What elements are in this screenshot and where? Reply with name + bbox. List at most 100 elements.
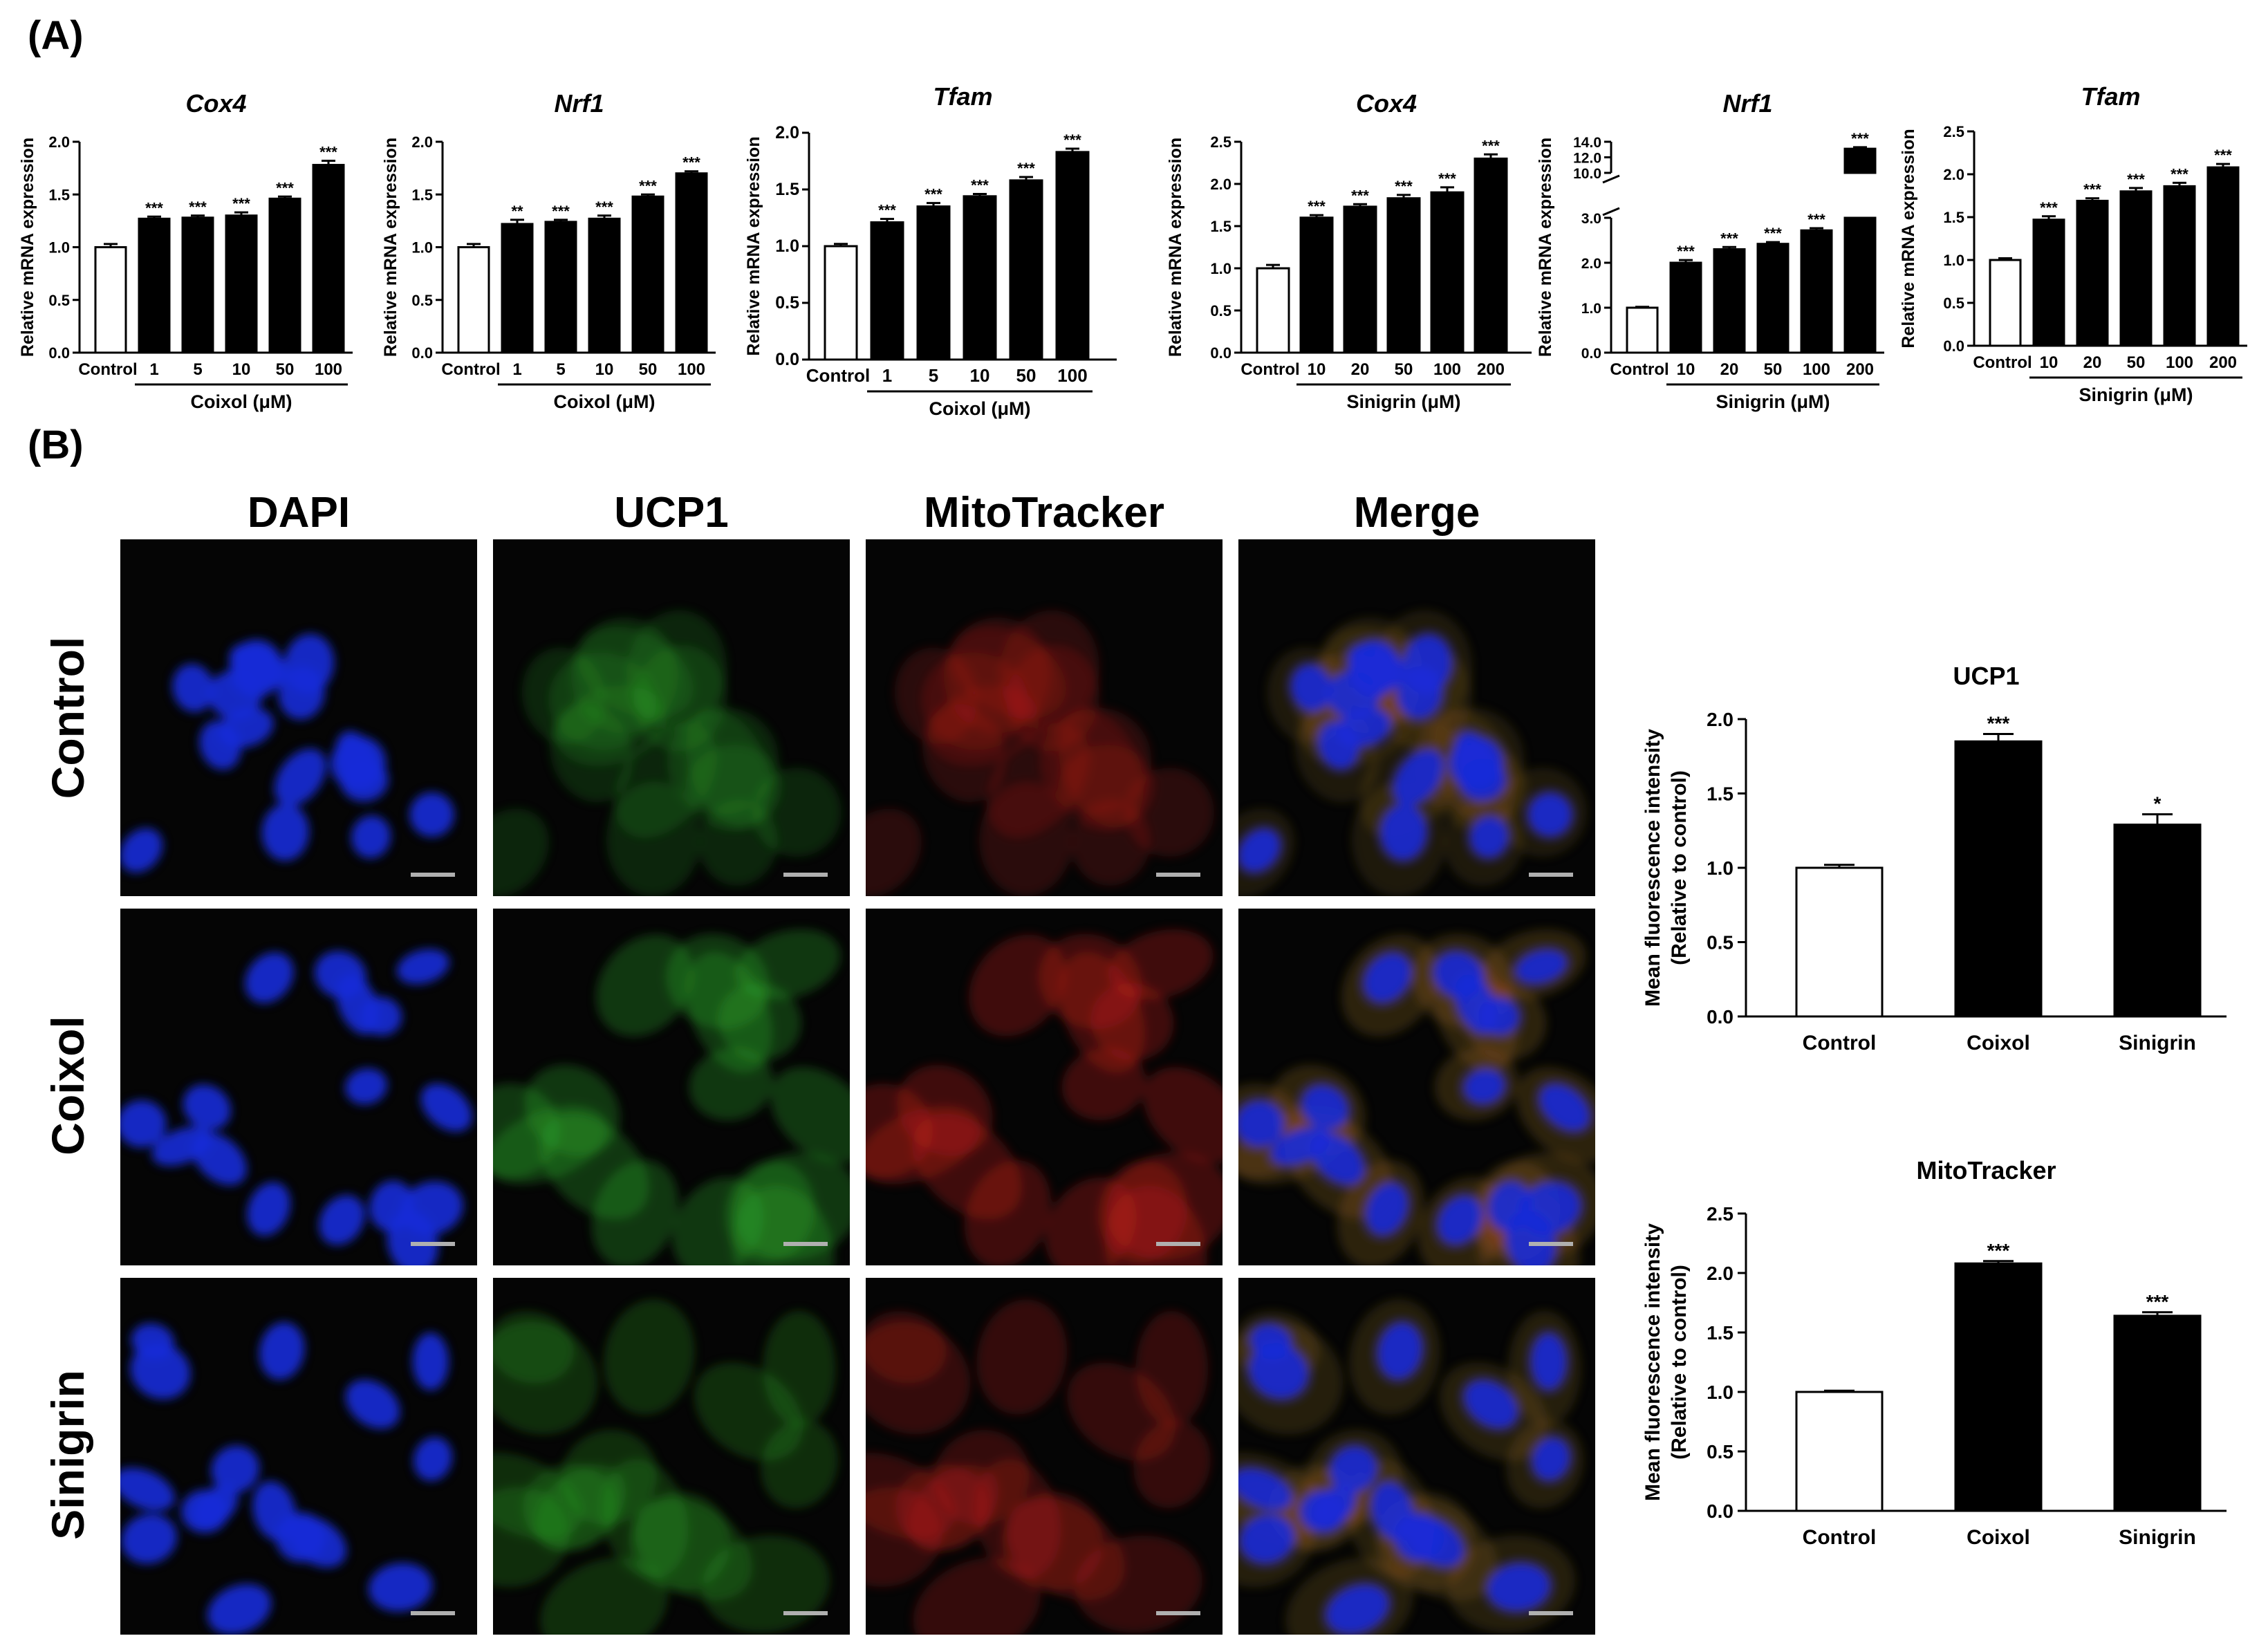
y-tick-label: 1.5	[1707, 1322, 1733, 1344]
y-tick-label: 0.5	[1210, 302, 1231, 319]
x-tick-label: 50	[639, 360, 658, 379]
scale-bar	[411, 873, 455, 877]
bar-5	[181, 216, 214, 354]
y-axis-label: Relative mRNA expression	[1166, 138, 1185, 357]
scale-bar	[783, 1611, 828, 1615]
y-tick-label: 0.0	[1210, 344, 1231, 362]
scale-bar	[411, 1611, 455, 1615]
micrograph-coixol-mitotracker	[866, 909, 1223, 1265]
x-tick-label: Control	[1803, 1032, 1877, 1054]
x-tick-label: Control	[806, 365, 870, 386]
y-tick-label: 1.0	[411, 239, 433, 257]
x-tick-label: 50	[1016, 365, 1037, 386]
bar-Control	[1795, 866, 1884, 1018]
bar-200	[2206, 166, 2240, 347]
y-tick-label: 2.0	[1581, 256, 1601, 272]
chart-sinigrin-nrf1: Nrf1 Relative mRNA expression 0.0 1.0 2.0 3.0…	[1536, 89, 1884, 412]
micrograph-control-ucp1	[493, 539, 850, 896]
bar-Coixol	[1954, 740, 2043, 1018]
significance-label: ***	[1764, 225, 1782, 242]
scale-bar	[783, 873, 828, 877]
y-tick-label: 0.0	[775, 350, 799, 369]
x-tick-label: 50	[276, 360, 295, 379]
micrograph-control-mitotracker	[866, 539, 1223, 896]
micrograph-sinigrin-dapi	[120, 1278, 477, 1635]
y-tick-label: 0.0	[1707, 1500, 1733, 1522]
x-tick-label: Control	[1973, 353, 2032, 372]
bar-Coixol	[1954, 1262, 2043, 1512]
x-tick-label: 10	[595, 360, 614, 379]
micrograph-coixol-dapi	[120, 909, 477, 1265]
x-tick-label: 100	[1803, 360, 1830, 379]
y-tick-label: 0.0	[1581, 346, 1601, 362]
axis-break-mark	[1602, 207, 1620, 216]
column-title-merge: Merge	[1353, 489, 1480, 537]
y-tick-label: 2.0	[775, 123, 799, 142]
micrograph-sinigrin-merge	[1238, 1278, 1595, 1635]
panel-label-b: (B)	[28, 422, 84, 467]
bar-20	[1343, 205, 1377, 354]
bar-10	[963, 195, 997, 361]
x-tick-label: 5	[929, 365, 938, 386]
x-tick-label: Control	[78, 360, 137, 379]
scale-bar	[1156, 1242, 1200, 1246]
x-tick-label: 100	[1433, 360, 1461, 379]
axis-break-mark	[1602, 174, 1620, 184]
significance-label: ***	[639, 177, 657, 194]
x-tick-label: 50	[1764, 360, 1783, 379]
significance-label: ***	[552, 203, 570, 220]
bar-200	[1474, 157, 1508, 354]
significance-label: ***	[2083, 181, 2101, 198]
y-axis-label-secondary: (Relative to control)	[1668, 1265, 1691, 1460]
bar-200	[1843, 216, 1877, 354]
y-tick-label: 2.5	[1707, 1203, 1733, 1225]
significance-label: ***	[1851, 130, 1869, 147]
x-tick-label: 50	[2127, 353, 2146, 372]
significance-label: ***	[1482, 137, 1500, 154]
group-label: Coixol (μM)	[929, 398, 1031, 419]
scale-bar	[1529, 1611, 1573, 1615]
bar-5	[916, 205, 951, 361]
chart-title: Cox4	[185, 89, 246, 118]
y-axis-label: Relative mRNA expression	[18, 138, 37, 357]
significance-label: ***	[1308, 198, 1326, 215]
chart-coixol-tfam: Tfam Relative mRNA expression 0.0 0.5 1.0 1.5…	[744, 82, 1117, 419]
x-tick-label: 1	[512, 360, 521, 379]
y-tick-label: 2.0	[1210, 176, 1231, 193]
x-tick-label: 100	[2166, 353, 2193, 372]
y-tick-label: 0.0	[48, 344, 70, 362]
x-tick-label: 1	[882, 365, 892, 386]
x-tick-label: 10	[970, 365, 990, 386]
bar-100	[312, 164, 345, 354]
bar-upper-200	[1843, 147, 1877, 174]
bar-Control	[824, 245, 858, 361]
significance-label: ***	[276, 179, 294, 196]
bar-20	[1713, 248, 1746, 354]
x-tick-label: Sinigrin	[2119, 1526, 2196, 1549]
y-axis-label: Relative mRNA expression	[1899, 129, 1918, 348]
y-tick-label: 1.0	[775, 236, 799, 256]
x-tick-label: 10	[1677, 360, 1695, 379]
chart-title: Tfam	[2081, 82, 2140, 111]
y-tick-label: 0.5	[411, 292, 433, 309]
y-tick-label: 1.5	[1210, 218, 1231, 235]
y-tick-label: 1.0	[1210, 260, 1231, 277]
y-tick-label: 0.5	[48, 292, 70, 309]
chart-title: MitoTracker	[1916, 1156, 2056, 1184]
column-title-mitotracker: MitoTracker	[923, 489, 1165, 537]
chart-title: Cox4	[1356, 89, 1417, 118]
scale-bar	[1156, 1611, 1200, 1615]
y-axis-label: Mean fluorescence intensity	[1642, 729, 1664, 1007]
bar-Control	[457, 246, 490, 354]
x-tick-label: 200	[1477, 360, 1505, 379]
bar-1	[501, 223, 534, 354]
significance-label: ***	[2214, 147, 2232, 164]
significance-label: ***	[682, 154, 700, 171]
significance-label: ***	[1351, 187, 1369, 204]
significance-label: ***	[189, 198, 207, 216]
bar-50	[1756, 243, 1790, 354]
x-tick-label: 1	[149, 360, 158, 379]
micrograph-sinigrin-ucp1	[493, 1278, 850, 1635]
significance-label: ***	[1063, 131, 1081, 149]
significance-label: ***	[232, 195, 250, 212]
